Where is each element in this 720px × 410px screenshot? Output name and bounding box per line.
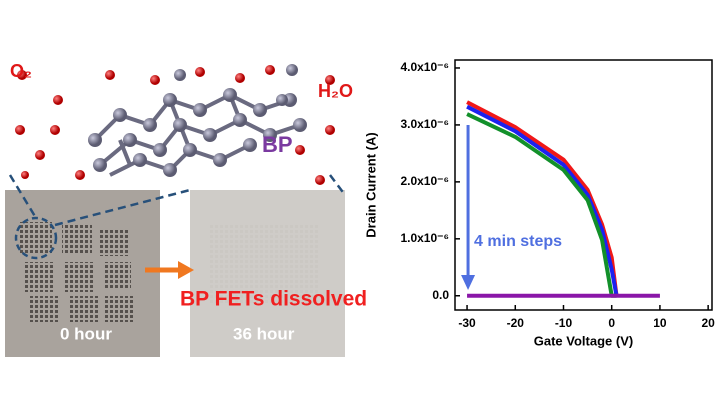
x-tick-label: 0 bbox=[608, 316, 615, 330]
x-tick-label: -10 bbox=[555, 316, 573, 330]
x-tick-label: -30 bbox=[458, 316, 476, 330]
x-axis-label: Gate Voltage (V) bbox=[534, 333, 633, 348]
plot-frame bbox=[454, 59, 713, 311]
photo-label: 36 hour bbox=[233, 324, 295, 343]
y-axis-label: Drain Current (A) bbox=[363, 132, 378, 237]
label: BP bbox=[262, 132, 293, 157]
y-tick-label: 3.0x10⁻⁶ bbox=[400, 117, 449, 131]
chart: -30 -20 -10 0 10 20 0.0 1.0x10⁻⁶ 2.0x10⁻⁶ 3.0x10⁻… bbox=[363, 59, 715, 348]
x-tick-label: 10 bbox=[653, 316, 667, 330]
y-tick-label: 1.0x10⁻⁶ bbox=[400, 231, 449, 245]
x-tick-label: -20 bbox=[507, 316, 525, 330]
y-tick-label: 0.0 bbox=[432, 288, 449, 302]
series-line bbox=[466, 104, 619, 297]
caption: BP FETs dissolved bbox=[180, 288, 367, 311]
y-tick-label: 4.0x10⁻⁶ bbox=[400, 60, 449, 74]
label: H₂O bbox=[318, 81, 353, 101]
x-tick-label: 20 bbox=[701, 316, 715, 330]
annotation-arrowhead bbox=[461, 275, 476, 290]
photo-label: 0 hour bbox=[60, 324, 112, 343]
label: O₂ bbox=[10, 61, 32, 81]
molecular-illustration: O₂ H₂O BP bbox=[10, 61, 353, 185]
annotation: 4 min steps bbox=[474, 233, 562, 250]
series-line bbox=[466, 100, 619, 297]
y-tick-label: 2.0x10⁻⁶ bbox=[400, 174, 449, 188]
photos: 0 hour 36 hour BP FETs dissolved bbox=[5, 174, 367, 357]
